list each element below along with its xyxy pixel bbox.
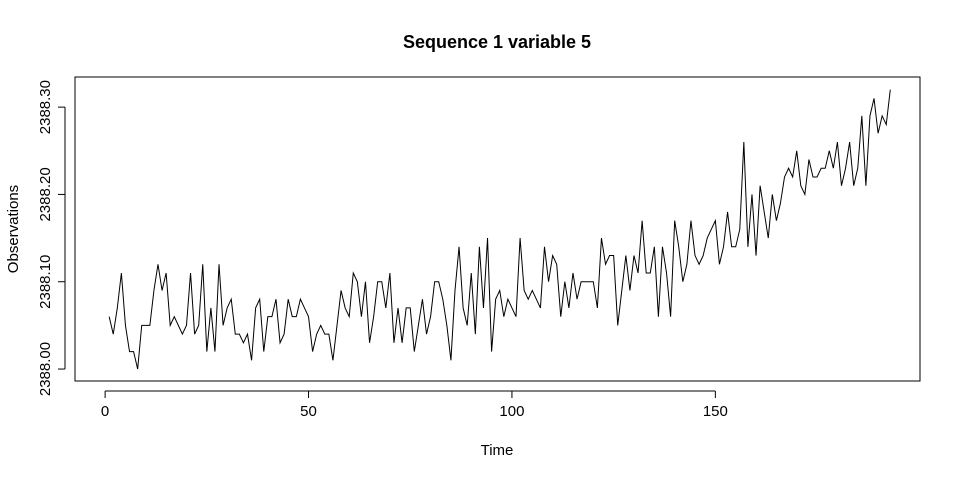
y-tick-label: 2388.30: [37, 80, 54, 134]
x-tick-label: 50: [300, 403, 317, 420]
y-axis-label: Observations: [5, 185, 22, 273]
plot-box: [74, 76, 921, 382]
x-tick-label: 100: [499, 403, 524, 420]
x-axis-label: Time: [481, 442, 514, 459]
x-tick-label: 150: [703, 403, 728, 420]
y-tick-label: 2388.00: [37, 342, 54, 396]
series-line: [108, 89, 891, 370]
chart-title: Sequence 1 variable 5: [403, 32, 591, 52]
y-tick-label: 2388.20: [37, 167, 54, 221]
x-tick-label: 0: [101, 403, 109, 420]
y-tick-label: 2388.10: [37, 255, 54, 309]
